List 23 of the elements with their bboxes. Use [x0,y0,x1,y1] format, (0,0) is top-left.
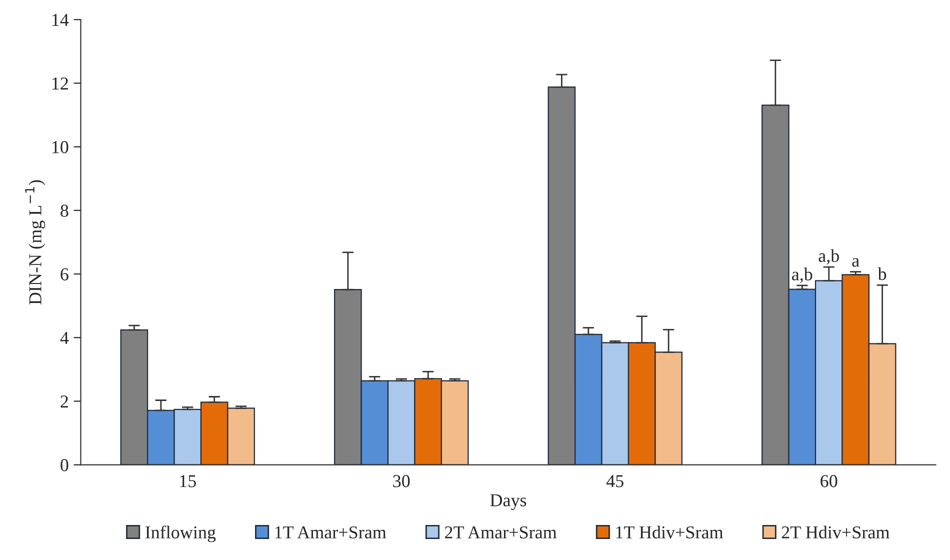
legend-label: 2T Amar+Sram [445,526,557,538]
y-tick-label: 12 [52,78,68,90]
x-axis-title: Days [490,494,526,510]
y-tick-label: 4 [60,332,69,344]
annotation: a [852,258,860,267]
y-tick-label: 8 [60,204,68,217]
legend-label: 1T Amar+Sram [275,526,386,538]
annotation: b [878,267,886,280]
x-tick-label: 30 [393,475,410,488]
x-tick-label: 15 [180,475,196,488]
y-tick-label: 2 [60,396,68,408]
legend-label: Inflowing [145,526,216,542]
y-axis-title: DIN-N (mg L$^{−1}$) [25,180,46,305]
annotation: a,b [792,268,812,283]
legend-label: 2T Hdiv+Sram [782,526,890,538]
y-tick-label: 0 [60,459,68,472]
x-tick-label: 60 [820,475,838,488]
y-tick-label: 6 [60,268,68,280]
annotation: a,b [818,249,839,265]
legend-label: 1T Hdiv+Sram [616,526,724,538]
y-tick-label: 10 [52,141,68,154]
x-tick-label: 45 [606,475,624,488]
y-tick-label: 14 [52,14,69,26]
